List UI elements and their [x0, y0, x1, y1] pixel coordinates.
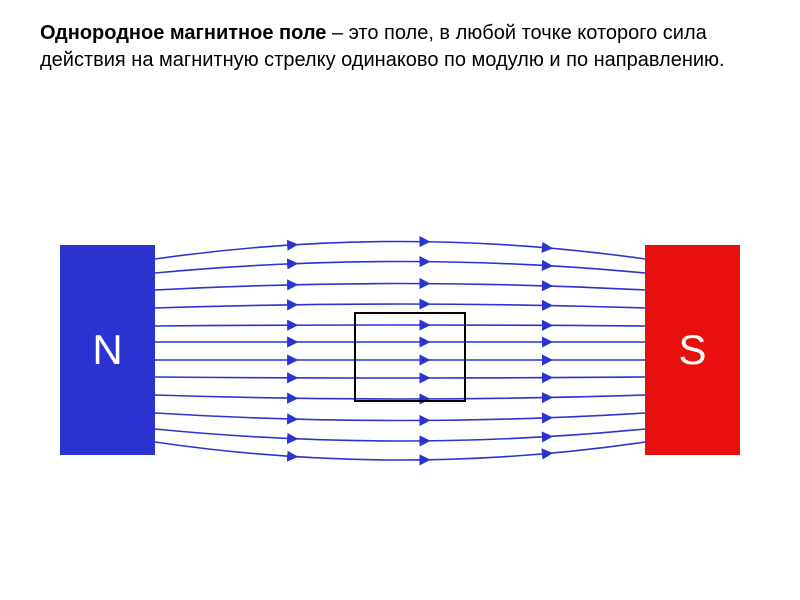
definition-term: Однородное магнитное поле [40, 22, 326, 44]
definition-text: Однородное магнитное поле – это поле, в … [40, 20, 740, 74]
center-region-box [354, 312, 466, 402]
magnetic-field-diagram: N S [60, 200, 740, 500]
page: Однородное магнитное поле – это поле, в … [0, 0, 800, 600]
north-pole-label: N [92, 326, 122, 374]
south-pole: S [645, 245, 740, 455]
south-pole-label: S [678, 326, 706, 374]
north-pole: N [60, 245, 155, 455]
